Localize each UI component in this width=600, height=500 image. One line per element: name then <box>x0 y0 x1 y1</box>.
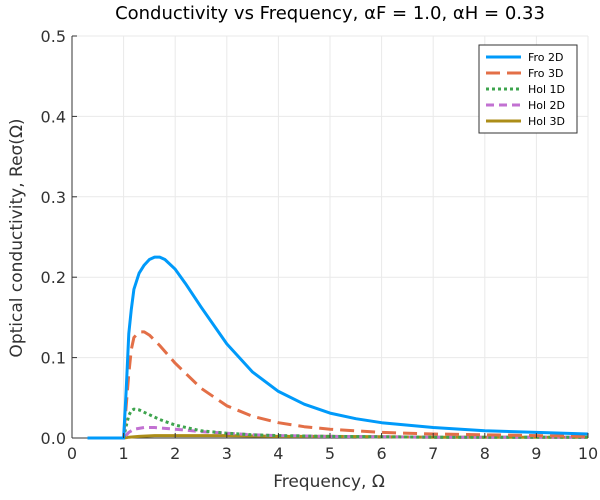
series-layer <box>87 255 589 440</box>
legend-label: Hol 1D <box>528 83 565 96</box>
y-tick-label: 0.4 <box>41 107 66 126</box>
ticks: 0 1 2 3 4 5 6 7 8 9 10 0.0 0.1 0.2 0.3 0.4 0.5 <box>41 27 599 463</box>
x-tick-label: 3 <box>222 444 232 463</box>
y-tick-label: 0.1 <box>41 349 66 368</box>
legend-label: Hol 3D <box>528 115 565 128</box>
x-tick-label: 5 <box>325 444 335 463</box>
x-tick-label: 7 <box>428 444 438 463</box>
x-tick-label: 1 <box>119 444 129 463</box>
x-tick-label: 10 <box>578 444 598 463</box>
y-tick-label: 0.5 <box>41 27 66 46</box>
y-tick-label: 0.2 <box>41 268 66 287</box>
x-tick-label: 4 <box>273 444 283 463</box>
chart-title: Conductivity vs Frequency, αF = 1.0, αH … <box>115 3 545 24</box>
x-tick-label: 8 <box>480 444 490 463</box>
x-tick-label: 0 <box>67 444 77 463</box>
x-tick-label: 9 <box>531 444 541 463</box>
x-axis-label: Frequency, Ω <box>273 472 385 492</box>
series-line-fro-2d <box>87 255 589 440</box>
series-line-fro-3d <box>87 330 589 440</box>
legend-label: Fro 3D <box>528 67 564 80</box>
y-tick-label: 0.3 <box>41 188 66 207</box>
legend-box <box>478 44 578 134</box>
x-tick-label: 6 <box>377 444 387 463</box>
legend-label: Hol 2D <box>528 99 565 112</box>
x-tick-label: 2 <box>170 444 180 463</box>
y-tick-label: 0.0 <box>41 429 66 448</box>
y-axis-label: Optical conductivity, Reσ(Ω) <box>7 118 27 357</box>
series-line-hol-1d <box>87 407 588 440</box>
legend: Fro 2D Fro 3D Hol 1D Hol 2D Hol 3D <box>478 44 578 134</box>
legend-label: Fro 2D <box>528 51 564 64</box>
